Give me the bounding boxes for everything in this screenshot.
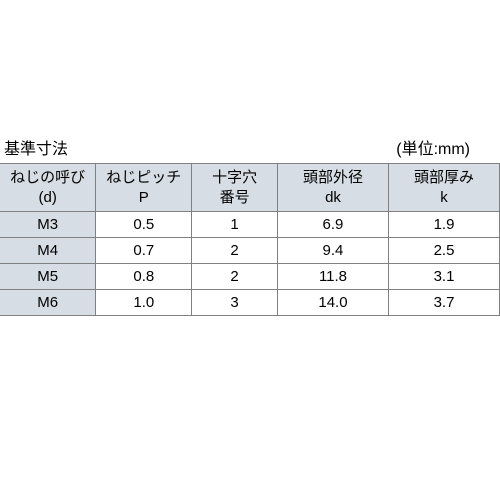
cell-dk: 9.4 bbox=[277, 238, 388, 264]
table-header-labels: 基準寸法 (単位:mm) bbox=[0, 135, 500, 163]
cell-k: 1.9 bbox=[388, 212, 499, 238]
cell-dk: 6.9 bbox=[277, 212, 388, 238]
spec-table: ねじの呼び (d) ねじピッチ P 十字穴 番号 頭部外径 dk 頭部厚み bbox=[0, 163, 500, 316]
col-header-pitch: ねじピッチ P bbox=[96, 164, 192, 212]
col-header-cross-line1: 十字穴 bbox=[212, 169, 257, 186]
spec-table-container: 基準寸法 (単位:mm) ねじの呼び (d) ねじピッチ P 十字穴 番号 頭部… bbox=[0, 135, 500, 316]
title-right-unit: (単位:mm) bbox=[396, 135, 470, 159]
table-row: M5 0.8 2 11.8 3.1 bbox=[0, 264, 500, 290]
cell-k: 3.1 bbox=[388, 264, 499, 290]
cell-cross: 3 bbox=[192, 290, 278, 316]
cell-dk: 11.8 bbox=[277, 264, 388, 290]
col-header-pitch-line2: P bbox=[139, 189, 149, 206]
cell-cross: 2 bbox=[192, 238, 278, 264]
col-header-d: ねじの呼び (d) bbox=[0, 164, 96, 212]
col-header-dk: 頭部外径 dk bbox=[277, 164, 388, 212]
header-row: ねじの呼び (d) ねじピッチ P 十字穴 番号 頭部外径 dk 頭部厚み bbox=[0, 164, 500, 212]
cell-d: M5 bbox=[0, 264, 96, 290]
cell-k: 3.7 bbox=[388, 290, 499, 316]
table-head: ねじの呼び (d) ねじピッチ P 十字穴 番号 頭部外径 dk 頭部厚み bbox=[0, 164, 500, 212]
cell-d: M3 bbox=[0, 212, 96, 238]
col-header-dk-line1: 頭部外径 bbox=[303, 169, 363, 186]
table-body: M3 0.5 1 6.9 1.9 M4 0.7 2 9.4 2.5 M5 0.8… bbox=[0, 212, 500, 316]
col-header-d-line2: (d) bbox=[39, 189, 57, 206]
col-header-k-line2: k bbox=[440, 189, 448, 206]
col-header-k-line1: 頭部厚み bbox=[414, 169, 474, 186]
cell-k: 2.5 bbox=[388, 238, 499, 264]
col-header-cross-line2: 番号 bbox=[220, 189, 250, 206]
cell-p: 0.7 bbox=[96, 238, 192, 264]
col-header-k: 頭部厚み k bbox=[388, 164, 499, 212]
cell-cross: 2 bbox=[192, 264, 278, 290]
cell-p: 0.5 bbox=[96, 212, 192, 238]
table-row: M3 0.5 1 6.9 1.9 bbox=[0, 212, 500, 238]
cell-p: 1.0 bbox=[96, 290, 192, 316]
cell-dk: 14.0 bbox=[277, 290, 388, 316]
col-header-d-line1: ねじの呼び bbox=[10, 169, 85, 186]
title-left: 基準寸法 bbox=[4, 135, 68, 159]
table-row: M4 0.7 2 9.4 2.5 bbox=[0, 238, 500, 264]
table-row: M6 1.0 3 14.0 3.7 bbox=[0, 290, 500, 316]
cell-cross: 1 bbox=[192, 212, 278, 238]
cell-d: M4 bbox=[0, 238, 96, 264]
cell-d: M6 bbox=[0, 290, 96, 316]
cell-p: 0.8 bbox=[96, 264, 192, 290]
col-header-cross: 十字穴 番号 bbox=[192, 164, 278, 212]
col-header-pitch-line1: ねじピッチ bbox=[106, 169, 181, 186]
col-header-dk-line2: dk bbox=[325, 189, 341, 206]
